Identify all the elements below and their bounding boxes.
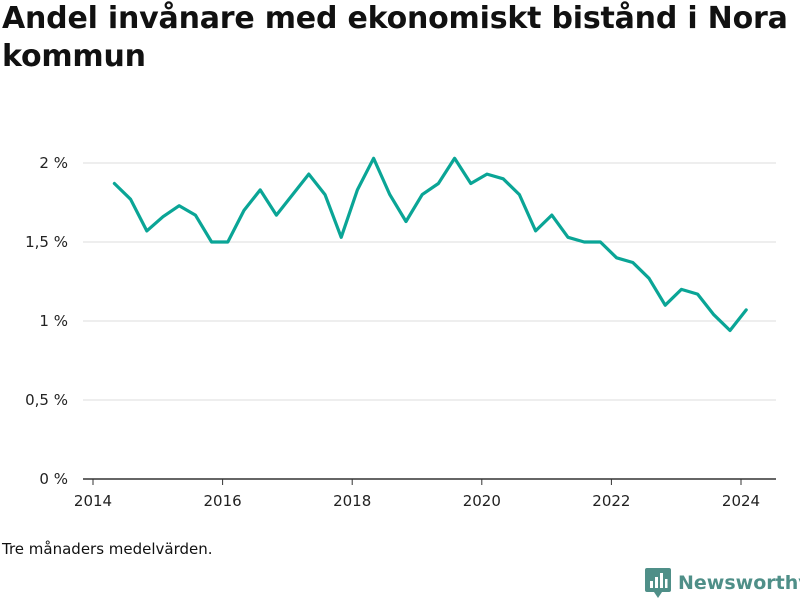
y-tick-label: 2 % (39, 154, 68, 172)
y-tick-label: 1 % (39, 312, 68, 330)
axes (83, 478, 776, 485)
series-line (112, 156, 748, 333)
y-tick-label: 1,5 % (25, 233, 68, 251)
x-tick-label: 2020 (463, 492, 501, 510)
brand-name: Newsworthy (678, 572, 800, 594)
newsworthy-brand[interactable]: Newsworthy (645, 568, 800, 598)
x-tick-label: 2014 (74, 492, 112, 510)
y-tick-label: 0 % (39, 470, 68, 488)
tick-labels: 0 % 0,5 % 1 % 1,5 % 2 % 2014 2016 2018 2020 2022 2… (25, 154, 760, 510)
x-tick-label: 2018 (333, 492, 371, 510)
x-tick-label: 2016 (204, 492, 242, 510)
y-tick-label: 0,5 % (25, 391, 68, 409)
footnote: Tre månaders medelvärden. (2, 540, 213, 558)
grid-lines (83, 162, 776, 401)
bar-chart-bubble-icon (645, 568, 671, 598)
x-tick-label: 2024 (722, 492, 760, 510)
chart-title: Andel invånare med ekonomiskt bistånd i … (2, 1, 788, 74)
x-tick-label: 2022 (592, 492, 630, 510)
series-layer (112, 156, 748, 333)
